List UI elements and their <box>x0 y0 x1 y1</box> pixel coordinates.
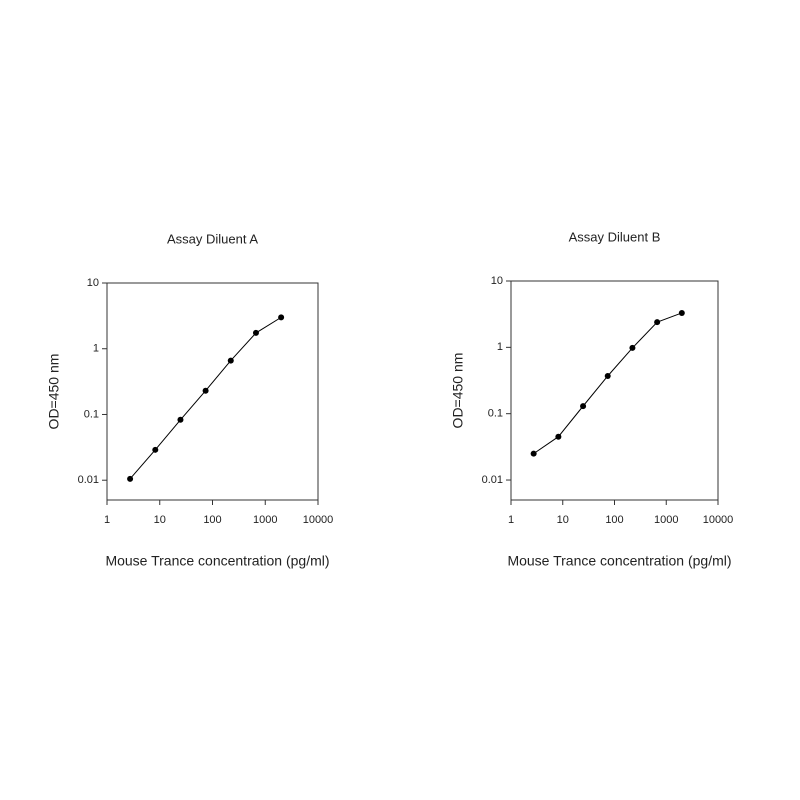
y-tick-label: 0.1 <box>84 408 99 420</box>
x-tick-label: 1000 <box>253 514 277 526</box>
data-point <box>227 357 234 364</box>
x-axis-label: Mouse Trance concentration (pg/ml) <box>507 553 731 569</box>
y-tick-label: 1 <box>497 341 503 353</box>
y-tick-label: 1 <box>93 343 99 355</box>
data-line <box>129 316 282 480</box>
chart-title: Assay Diluent B <box>569 229 661 244</box>
data-point <box>252 329 259 336</box>
data-point <box>604 372 611 379</box>
y-tick-label: 0.01 <box>78 474 99 486</box>
chart-title: Assay Diluent A <box>167 231 258 246</box>
y-axis-label: OD=450 nm <box>46 354 62 430</box>
data-point <box>678 309 685 316</box>
x-tick-label: 10000 <box>303 514 334 526</box>
data-line <box>533 312 683 455</box>
x-tick-label: 1 <box>104 514 110 526</box>
x-tick-label: 1 <box>508 514 514 526</box>
x-axis-label: Mouse Trance concentration (pg/ml) <box>105 553 329 569</box>
data-point <box>278 314 285 321</box>
y-tick-label: 0.01 <box>482 474 503 486</box>
data-point <box>530 450 537 457</box>
data-point <box>580 403 587 410</box>
plot-frame <box>510 280 719 501</box>
data-point <box>629 344 636 351</box>
y-axis-label: OD=450 nm <box>450 353 466 429</box>
data-point <box>127 475 134 482</box>
data-point <box>654 319 661 326</box>
plot-frame <box>106 282 319 501</box>
data-point <box>202 387 209 394</box>
x-tick-label: 10 <box>557 514 569 526</box>
x-tick-label: 10000 <box>703 514 734 526</box>
x-tick-label: 100 <box>605 514 623 526</box>
data-point <box>177 416 184 423</box>
y-tick-label: 10 <box>491 275 503 287</box>
y-tick-label: 0.1 <box>488 408 503 420</box>
x-tick-label: 10 <box>154 514 166 526</box>
data-point <box>152 446 159 453</box>
data-point <box>555 433 562 440</box>
y-tick-label: 10 <box>87 277 99 289</box>
x-tick-label: 100 <box>203 514 221 526</box>
x-tick-label: 1000 <box>654 514 678 526</box>
